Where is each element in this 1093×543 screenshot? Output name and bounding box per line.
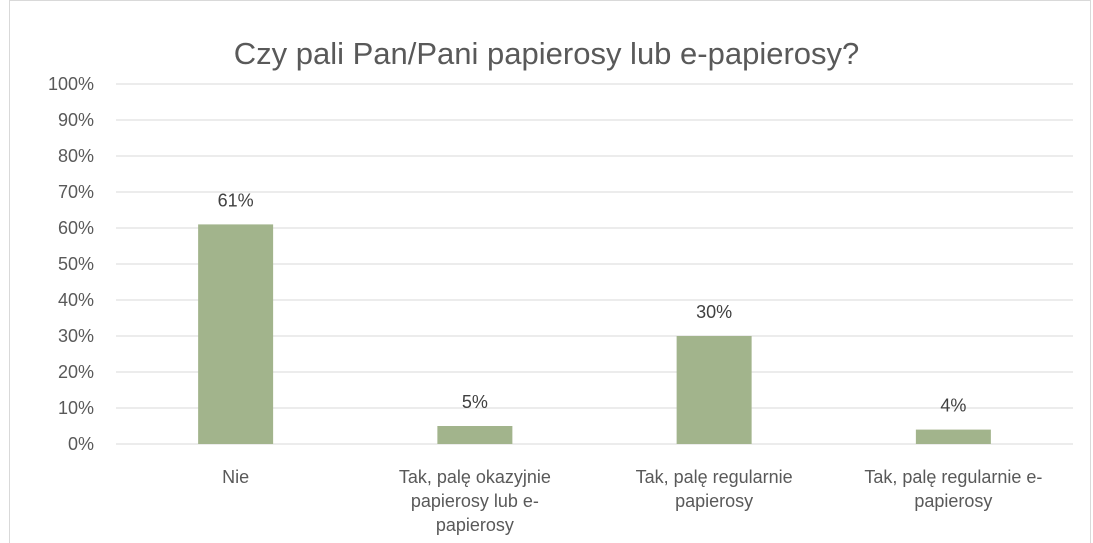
y-tick-label: 60% xyxy=(58,218,94,238)
bar xyxy=(915,429,991,444)
x-tick-label: Tak, palę okazyjnie papierosy lub e-papie… xyxy=(365,465,585,537)
x-tick-label: Tak, palę regularnie e-papierosy xyxy=(843,465,1063,513)
bar xyxy=(198,224,274,444)
x-tick-label-line: papierosy xyxy=(914,491,993,511)
y-tick-label: 20% xyxy=(58,362,94,382)
y-tick-label: 50% xyxy=(58,254,94,274)
y-tick-label: 30% xyxy=(58,326,94,346)
data-label: 61% xyxy=(218,190,254,210)
y-tick-label: 70% xyxy=(58,182,94,202)
x-tick-label: Tak, palę regularnie papierosy xyxy=(604,465,824,513)
data-label: 4% xyxy=(940,396,966,416)
chart-title: Czy pali Pan/Pani papierosy lub e-papier… xyxy=(233,36,860,71)
y-tick-label: 80% xyxy=(58,146,94,166)
y-tick-label: 10% xyxy=(58,398,94,418)
x-tick-label-line: papierosy lub e- xyxy=(410,491,539,511)
x-tick-label: Nie xyxy=(126,465,346,489)
y-tick-label: 40% xyxy=(58,290,94,310)
x-tick-label-line: papierosy xyxy=(675,491,754,511)
x-tick-label-line: Nie xyxy=(222,467,250,487)
chart-frame xyxy=(9,0,1091,543)
y-tick-label: 0% xyxy=(68,434,94,454)
bar xyxy=(676,336,752,444)
y-tick-label: 100% xyxy=(48,74,94,94)
x-tick-label-line: Tak, palę regularnie e- xyxy=(864,467,1043,487)
data-label: 30% xyxy=(696,302,732,322)
data-label: 5% xyxy=(462,392,488,412)
y-tick-label: 90% xyxy=(58,110,94,130)
x-tick-label-line: Tak, palę okazyjnie xyxy=(398,467,551,487)
x-tick-label-line: papierosy xyxy=(435,515,514,535)
bar xyxy=(437,426,513,444)
x-tick-label-line: Tak, palę regularnie xyxy=(635,467,793,487)
